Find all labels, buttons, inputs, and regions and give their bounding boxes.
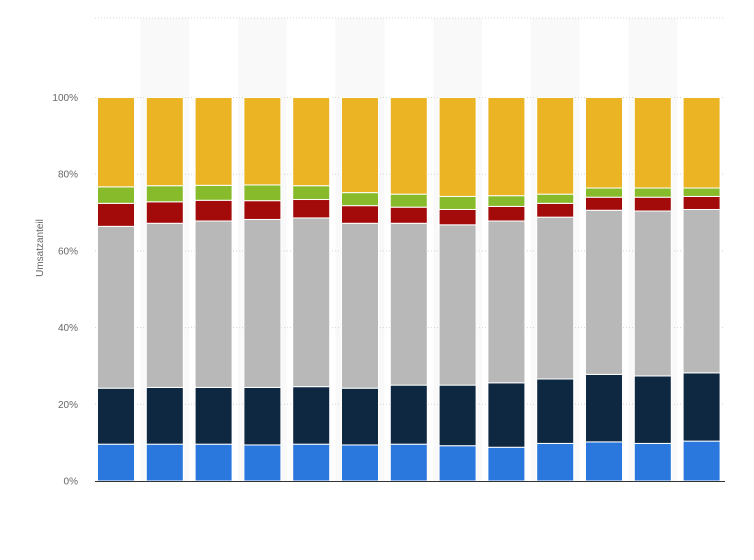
bar-10-segment-4 (585, 187, 623, 198)
bar-3-segment-2 (243, 218, 282, 388)
bar-6-segment-2 (389, 222, 428, 386)
bar-0-segment-5 (97, 97, 135, 188)
y-axis-title: Umsatzanteil (35, 219, 46, 277)
bar-6-segment-0 (389, 443, 428, 482)
bar-1-segment-5 (145, 97, 184, 187)
bar-9-segment-2 (536, 216, 575, 380)
bar-9-segment-3 (536, 202, 575, 218)
y-tick-label: 80% (58, 170, 78, 181)
bar-4-segment-1 (292, 386, 331, 445)
bar-11-segment-5 (633, 97, 672, 189)
bar-7-segment-3 (438, 208, 477, 226)
bar-2-segment-1 (194, 386, 233, 445)
bar-3-segment-1 (243, 386, 282, 446)
bar-10-segment-2 (585, 209, 623, 375)
bar-12-segment-5 (682, 97, 721, 189)
bar-1-segment-3 (145, 201, 184, 224)
bar-12-segment-1 (682, 372, 721, 442)
bar-11-segment-2 (633, 210, 672, 377)
bar-10-segment-5 (585, 97, 623, 189)
bar-8-segment-3 (487, 205, 526, 222)
bar-5-segment-5 (341, 97, 379, 194)
bar-11-segment-3 (633, 196, 672, 212)
bar-4-segment-2 (292, 217, 331, 388)
bar-5-segment-1 (341, 387, 379, 446)
bar-10-segment-3 (585, 196, 623, 211)
bar-12-segment-0 (682, 440, 721, 482)
bar-1-segment-1 (145, 386, 184, 445)
bar-1-segment-0 (145, 443, 184, 482)
bar-4-segment-4 (292, 185, 331, 201)
bar-7-segment-4 (438, 195, 477, 210)
bar-5-segment-3 (341, 205, 379, 224)
bar-6-segment-3 (389, 206, 428, 224)
y-tick-label: 0% (64, 477, 79, 488)
bar-2-segment-0 (194, 443, 233, 482)
bar-4-segment-0 (292, 443, 331, 482)
bars (97, 97, 721, 482)
bar-0-segment-4 (97, 186, 135, 204)
bar-8-segment-1 (487, 382, 526, 448)
y-tick-label: 40% (58, 323, 78, 334)
bar-10-segment-1 (585, 373, 623, 443)
bar-1-segment-4 (145, 185, 184, 203)
bar-7-segment-2 (438, 224, 477, 386)
bar-9-segment-1 (536, 378, 575, 444)
bar-2-segment-5 (194, 97, 233, 186)
bar-11-segment-4 (633, 187, 672, 198)
bar-8-segment-0 (487, 446, 526, 482)
bar-5-segment-2 (341, 222, 379, 389)
bar-11-segment-0 (633, 442, 672, 482)
bar-12-segment-3 (682, 195, 721, 210)
bar-6-segment-4 (389, 193, 428, 208)
bar-0-segment-1 (97, 387, 135, 445)
bar-8-segment-5 (487, 97, 526, 197)
bar-3-segment-5 (243, 97, 282, 186)
bar-7-segment-1 (438, 384, 477, 447)
bar-2-segment-2 (194, 220, 233, 388)
y-tick-label: 100% (52, 93, 78, 104)
bar-3-segment-4 (243, 184, 282, 202)
bar-0-segment-0 (97, 443, 135, 482)
bar-1-segment-2 (145, 222, 184, 388)
bar-7-segment-0 (438, 445, 477, 482)
bar-12-segment-4 (682, 187, 721, 197)
bar-2-segment-4 (194, 184, 233, 201)
bar-0-segment-3 (97, 202, 135, 227)
bar-9-segment-5 (536, 97, 575, 195)
bar-6-segment-5 (389, 97, 428, 195)
bar-10-segment-0 (585, 441, 623, 482)
bar-6-segment-1 (389, 384, 428, 445)
bar-12-segment-2 (682, 208, 721, 374)
bar-7-segment-5 (438, 97, 477, 197)
y-tick-label: 60% (58, 246, 78, 257)
bar-3-segment-0 (243, 444, 282, 482)
bar-3-segment-3 (243, 200, 282, 220)
bar-5-segment-0 (341, 444, 379, 482)
bar-9-segment-4 (536, 193, 575, 204)
bar-0-segment-2 (97, 225, 135, 389)
bar-8-segment-4 (487, 195, 526, 207)
y-tick-label: 20% (58, 400, 78, 411)
bar-9-segment-0 (536, 442, 575, 482)
bar-4-segment-3 (292, 199, 331, 219)
y-axis-ticks: 0% 20% 40% 60% 80% 100% (52, 93, 78, 488)
bar-11-segment-1 (633, 375, 672, 444)
bar-4-segment-5 (292, 97, 331, 187)
bar-2-segment-3 (194, 199, 233, 222)
bar-5-segment-4 (341, 192, 379, 207)
bar-8-segment-2 (487, 220, 526, 384)
